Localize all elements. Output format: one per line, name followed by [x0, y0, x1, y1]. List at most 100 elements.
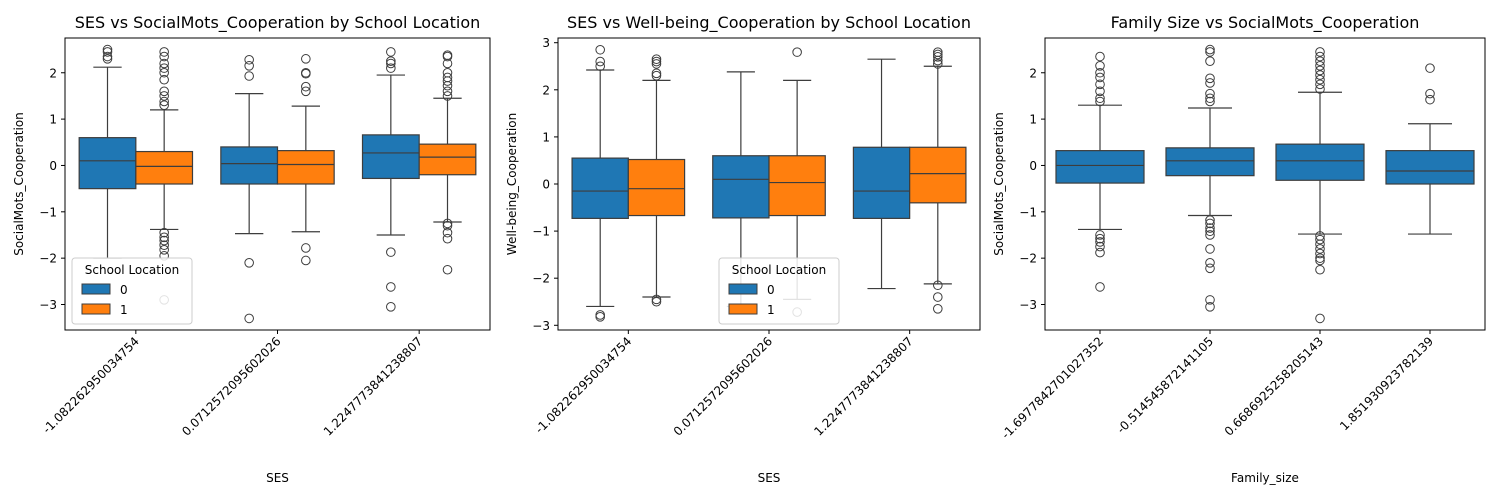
outlier-point: [1095, 93, 1105, 104]
legend-label-1: 1: [767, 303, 775, 317]
outlier-point: [595, 56, 606, 67]
outlier-point: [1205, 215, 1215, 225]
outlier-point: [651, 56, 662, 67]
y-tick-label: 0: [1029, 159, 1037, 173]
box-body: [220, 146, 279, 185]
outlier-point: [1205, 244, 1215, 254]
outlier-point: [1095, 86, 1105, 97]
box-0-2: [220, 54, 279, 324]
outlier-point: [1095, 72, 1105, 83]
legend: School Location 0 1: [718, 257, 840, 325]
outlier-point: [933, 280, 943, 291]
outlier-point: [442, 67, 453, 78]
y-axis-label: SocialMots_Cooperation: [12, 112, 26, 256]
outlier-point: [102, 51, 113, 62]
outlier-point: [1095, 241, 1105, 252]
outlier-point: [301, 67, 311, 78]
box-body: [627, 158, 686, 217]
legend-label-0: 0: [120, 283, 128, 297]
outlier-point: [1095, 237, 1105, 247]
outlier-point: [651, 59, 662, 69]
outlier-point: [442, 50, 453, 60]
y-tick-label: 2: [1029, 66, 1037, 80]
outlier-point: [1315, 239, 1325, 250]
outlier-point: [1205, 295, 1215, 305]
chart-title: SES vs SocialMots_Cooperation by School …: [75, 13, 481, 33]
legend-swatch-0: [728, 283, 758, 295]
y-tick-label: −3: [1019, 298, 1037, 312]
outlier-point: [1315, 244, 1325, 254]
x-tick-label: -1.082262950034754: [40, 334, 142, 436]
chart-title: Family Size vs SocialMots_Cooperation: [1111, 13, 1420, 33]
outlier-point: [1205, 218, 1215, 229]
box-body: [1275, 143, 1365, 181]
outlier-point: [1315, 248, 1325, 259]
outlier-point: [159, 232, 169, 243]
y-tick-label: 0: [542, 178, 550, 192]
outlier-point: [1315, 79, 1325, 90]
outlier-point: [159, 51, 169, 62]
x-tick-label: 0.0712572095602026: [671, 334, 775, 438]
outlier-point: [244, 71, 254, 81]
box-0-1: [571, 44, 629, 322]
outlier-point: [244, 313, 254, 324]
outlier-point: [1425, 63, 1435, 73]
outlier-point: [386, 63, 396, 73]
x-tick-label: 0.0712572095602026: [179, 334, 283, 438]
box-body: [361, 134, 420, 180]
y-tick-label: −2: [39, 252, 57, 266]
outlier-point: [1205, 88, 1215, 99]
box-all-2: [1165, 44, 1255, 312]
x-tick-label: 1.2247773841238807: [811, 334, 915, 438]
outlier-point: [1315, 234, 1325, 245]
x-axis-label: SES: [758, 471, 781, 485]
outlier-point: [301, 86, 311, 97]
box-body: [712, 155, 770, 219]
outlier-point: [933, 49, 943, 60]
outlier-point: [1205, 230, 1215, 240]
outlier-point: [1425, 94, 1435, 105]
outlier-point: [595, 44, 606, 55]
outlier-point: [159, 47, 169, 57]
outlier-point: [159, 100, 169, 111]
x-tick-label: -1.082262950034754: [532, 334, 634, 436]
outlier-point: [159, 58, 169, 69]
outlier-point: [442, 86, 453, 97]
outlier-point: [1095, 51, 1105, 62]
outlier-point: [442, 72, 453, 83]
y-tick-label: −1: [1019, 205, 1037, 219]
box-0-1: [78, 44, 137, 259]
outlier-point: [933, 292, 943, 302]
outlier-point: [1315, 70, 1325, 80]
outlier-point: [1315, 253, 1325, 263]
outlier-point: [386, 47, 396, 57]
outlier-point: [386, 302, 396, 312]
outlier-point: [1315, 65, 1325, 76]
y-tick-label: −2: [1019, 252, 1037, 266]
y-tick-label: −3: [532, 319, 550, 333]
box-all-4: [1385, 63, 1475, 235]
outlier-point: [1095, 79, 1105, 90]
legend-title: School Location: [85, 263, 179, 277]
x-tick-label: -0.514545872141105: [1114, 334, 1216, 436]
outlier-point: [442, 220, 453, 231]
x-tick-label: 1.2247773841238807: [321, 334, 425, 438]
outlier-point: [1205, 257, 1215, 268]
outlier-point: [442, 233, 453, 244]
outlier-point: [1095, 96, 1105, 107]
x-axis-label: Family_size: [1231, 471, 1299, 485]
outlier-point: [159, 74, 169, 85]
outlier-point: [159, 235, 169, 246]
legend-swatch-1: [728, 303, 758, 315]
outlier-point: [1095, 282, 1105, 292]
y-tick-label: −1: [39, 205, 57, 219]
outlier-point: [1205, 47, 1215, 57]
outlier-point: [1205, 302, 1215, 312]
box-1-3: [418, 50, 477, 275]
outlier-point: [159, 227, 169, 238]
legend-swatch-1: [81, 303, 111, 315]
outlier-point: [442, 91, 453, 101]
chart-2: SES vs Well-being_Cooperation by School …: [505, 13, 981, 485]
outlier-point: [1205, 226, 1215, 237]
